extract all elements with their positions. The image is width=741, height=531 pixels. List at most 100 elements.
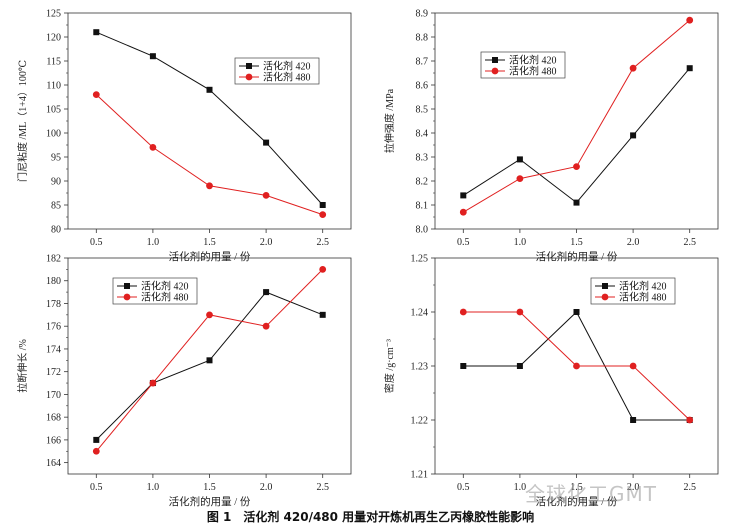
x-tick-label: 2.5 <box>316 482 329 493</box>
y-tick-label: 180 <box>46 276 61 287</box>
series-420 <box>93 29 326 208</box>
x-tick-label: 2.5 <box>683 237 696 248</box>
data-point <box>686 65 693 72</box>
legend-marker <box>123 293 131 301</box>
series-line <box>95 94 323 216</box>
legend-label: 活化剂 420 <box>141 280 189 293</box>
y-tick-label: 90 <box>51 177 61 188</box>
y-tick-label: 8.0 <box>416 225 429 236</box>
y-tick-label: 8.4 <box>416 129 429 140</box>
data-point <box>516 156 523 163</box>
legend-marker <box>492 57 498 63</box>
y-tick-label: 1.21 <box>411 470 429 481</box>
x-tick-label: 1.5 <box>203 237 216 248</box>
y-tick-label: 166 <box>46 435 61 446</box>
y-tick-label: 176 <box>46 322 61 333</box>
y-tick-label: 1.23 <box>411 362 429 373</box>
y-axis-label: 拉断伸长 /% <box>16 339 29 393</box>
x-tick-label: 2.0 <box>260 237 273 248</box>
y-tick-label: 164 <box>46 458 61 469</box>
y-tick-label: 8.1 <box>416 201 429 212</box>
y-axis-label: 密度 /g·cm⁻³ <box>383 339 396 393</box>
y-tick-label: 100 <box>46 129 61 140</box>
data-point <box>93 436 100 443</box>
data-point <box>206 86 213 93</box>
legend-label: 活化剂 420 <box>509 54 557 67</box>
y-tick-label: 8.5 <box>416 105 429 116</box>
series-480 <box>92 265 327 455</box>
x-tick-label: 1.5 <box>570 482 583 493</box>
y-tick-label: 8.3 <box>416 153 429 164</box>
y-tick-label: 105 <box>46 105 61 116</box>
data-point <box>262 322 270 330</box>
data-point <box>92 447 100 455</box>
data-point <box>263 289 270 296</box>
series-420 <box>460 65 693 206</box>
data-point <box>319 211 327 219</box>
series-line <box>463 67 691 204</box>
data-point <box>686 16 694 24</box>
y-tick-label: 125 <box>46 9 61 20</box>
legend-label: 活化剂 480 <box>263 71 311 84</box>
data-point <box>206 311 213 319</box>
legend-marker <box>245 73 253 81</box>
x-tick-label: 2.0 <box>627 237 640 248</box>
y-tick-label: 120 <box>46 33 61 44</box>
y-tick-label: 168 <box>46 413 61 424</box>
legend-marker <box>246 63 252 69</box>
x-tick-label: 0.5 <box>90 237 103 248</box>
legend-label: 活化剂 480 <box>509 65 557 78</box>
data-point <box>516 363 523 369</box>
legend-label: 活化剂 420 <box>263 60 311 73</box>
watermark: 全球化工GMT <box>525 482 657 506</box>
y-axis-label: 拉伸强度 /MPa <box>383 88 396 153</box>
y-tick-label: 115 <box>46 57 61 68</box>
y-tick-label: 8.7 <box>416 57 429 68</box>
x-axis-label: 活化剂的用量 / 份 <box>169 495 251 508</box>
data-point <box>516 308 524 316</box>
x-tick-label: 1.0 <box>514 237 527 248</box>
x-tick-label: 0.5 <box>90 482 103 493</box>
x-tick-label: 2.5 <box>316 237 329 248</box>
data-point <box>459 308 467 316</box>
y-tick-label: 8.9 <box>416 9 429 20</box>
data-point <box>319 265 327 273</box>
y-tick-label: 170 <box>46 390 61 401</box>
data-point <box>149 144 157 151</box>
legend-marker <box>601 293 609 301</box>
y-tick-label: 80 <box>51 225 61 236</box>
y-tick-label: 110 <box>46 81 61 92</box>
y-tick-label: 95 <box>51 153 61 164</box>
x-tick-label: 2.5 <box>683 482 696 493</box>
y-tick-label: 182 <box>46 254 61 265</box>
plot-frame <box>434 12 719 230</box>
data-point <box>206 357 213 364</box>
y-tick-label: 85 <box>51 201 61 212</box>
x-tick-label: 1.0 <box>147 482 160 493</box>
x-axis-label: 活化剂的用量 / 份 <box>536 250 618 263</box>
legend-marker <box>124 283 130 289</box>
data-point <box>629 362 637 370</box>
y-tick-label: 172 <box>46 367 61 378</box>
series-480 <box>459 16 694 216</box>
x-tick-label: 1.0 <box>514 482 527 493</box>
chart-panel-3: 164 166 168 170 172 174 176 178 180 182 0.5 1.0 1.5 2… <box>16 254 352 508</box>
legend-marker <box>602 283 608 289</box>
data-point <box>573 309 580 315</box>
data-point <box>149 379 157 387</box>
data-point <box>92 91 100 98</box>
data-point <box>93 29 100 36</box>
figure-caption: 图 1 活化剂 420/480 用量对开炼机再生乙丙橡胶性能影响 <box>206 510 535 524</box>
y-tick-label: 8.8 <box>416 33 429 44</box>
plot-frame <box>67 257 352 475</box>
y-tick-label: 1.22 <box>411 416 429 427</box>
series-480 <box>459 308 694 424</box>
data-point <box>460 192 467 199</box>
chart-panel-2: 8.0 8.1 8.2 8.3 8.4 8.5 8.6 8.7 8.8 8.9 0.5 1.0 1.5 2… <box>383 9 719 263</box>
y-tick-label: 1.24 <box>411 308 429 319</box>
data-point <box>630 417 637 423</box>
x-tick-label: 2.0 <box>627 482 640 493</box>
